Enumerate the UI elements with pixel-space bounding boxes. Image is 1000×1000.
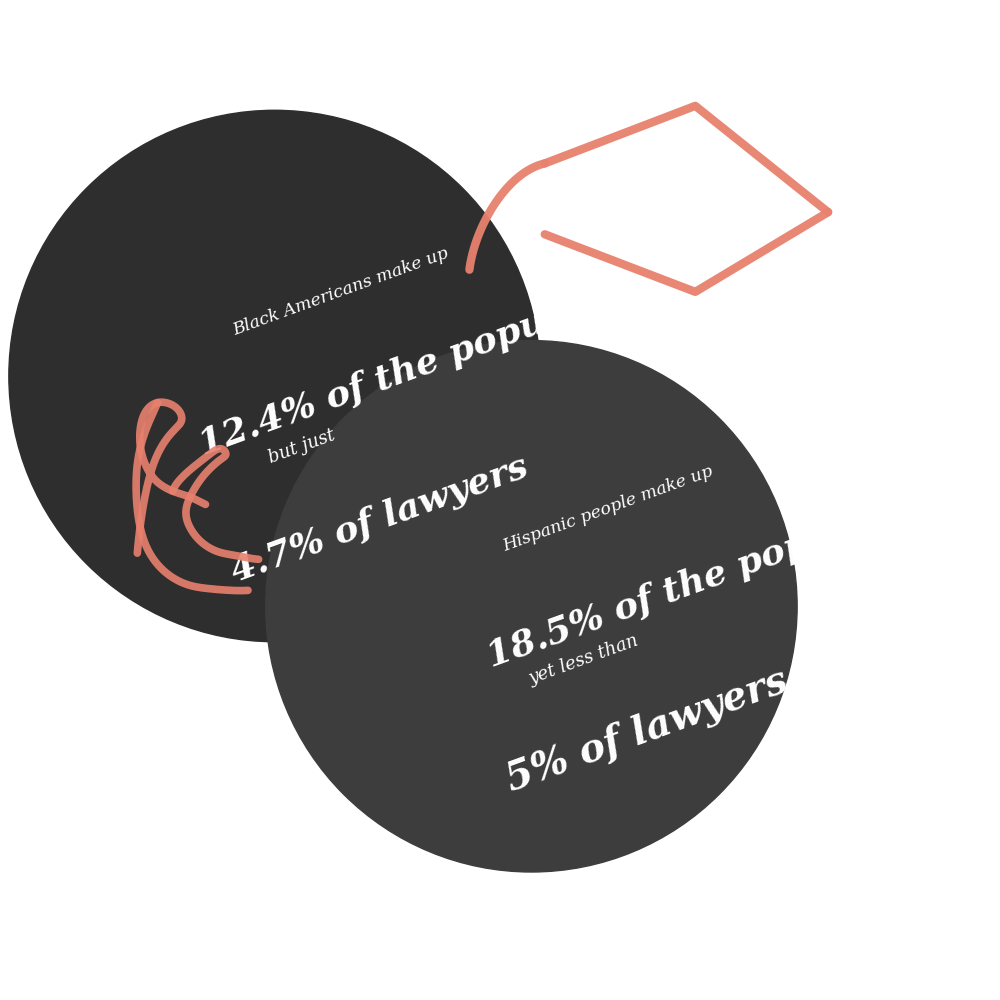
Text: 5% of lawyers: 5% of lawyers	[500, 661, 793, 799]
Text: Black Americans make up: Black Americans make up	[230, 245, 451, 339]
Circle shape	[9, 110, 540, 642]
Text: yet less than: yet less than	[527, 631, 642, 688]
Text: Hispanic people make up: Hispanic people make up	[500, 463, 716, 555]
Text: 12.4% of the population: 12.4% of the population	[195, 264, 662, 462]
Text: 4.7% of lawyers: 4.7% of lawyers	[226, 450, 532, 589]
Text: 18.5% of the population: 18.5% of the population	[483, 476, 950, 674]
Circle shape	[266, 341, 797, 872]
Text: but just: but just	[266, 426, 338, 467]
